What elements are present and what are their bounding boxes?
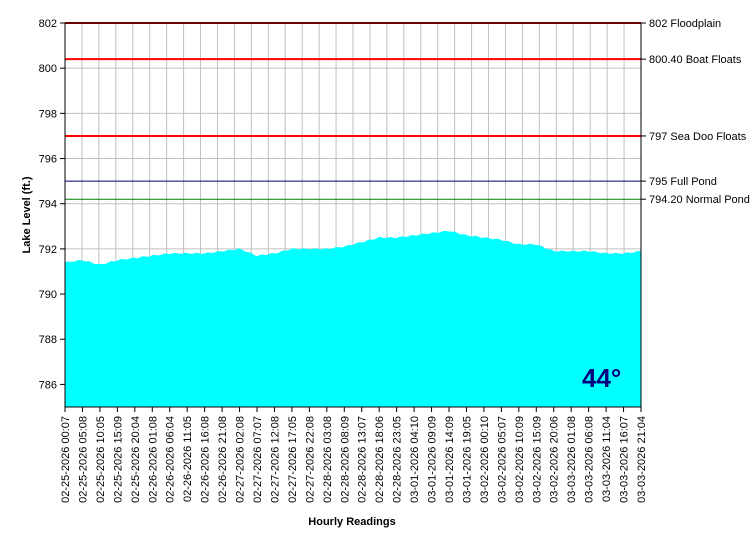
- plot-frame: [64, 22, 642, 408]
- x-tick-label: 02-28-2026 03:08: [322, 416, 334, 503]
- y-tick-label: 790: [39, 289, 57, 301]
- x-axis-ticks: 02-25-2026 00:07 02-25-2026 05:08 02-25-20…: [60, 407, 648, 503]
- y-axis-ticks: 786 788 790 792 794 796 798 800 802: [39, 18, 65, 391]
- lake-level-area: [65, 230, 641, 407]
- x-tick-label: 02-26-2026 01:08: [147, 416, 159, 503]
- x-tick-label: 03-02-2026 20:06: [549, 416, 561, 503]
- x-tick-label: 03-01-2026 09:09: [427, 416, 439, 503]
- x-tick-label: 02-25-2026 05:08: [77, 416, 89, 503]
- x-tick-label: 03-03-2026 16:07: [619, 416, 631, 503]
- x-tick-label: 02-25-2026 00:07: [60, 416, 72, 503]
- x-tick-label: 02-26-2026 16:08: [200, 416, 212, 503]
- x-tick-label: 02-25-2026 15:09: [112, 416, 124, 503]
- x-tick-label: 02-27-2026 02:08: [235, 416, 247, 503]
- y-tick-label: 800: [39, 63, 57, 75]
- reference-label: 794.20 Normal Pond: [649, 194, 750, 206]
- x-tick-label: 02-28-2026 23:05: [392, 416, 404, 503]
- y-tick-label: 792: [39, 244, 57, 256]
- x-tick-label: 02-26-2026 21:08: [217, 416, 229, 503]
- y-tick-label: 788: [39, 334, 57, 346]
- x-tick-label: 02-27-2026 22:08: [304, 416, 316, 503]
- x-tick-label: 02-27-2026 12:08: [269, 416, 281, 503]
- x-tick-label: 03-01-2026 19:05: [461, 416, 473, 503]
- reference-label: 800.40 Boat Floats: [649, 54, 742, 66]
- x-tick-label: 03-02-2026 10:09: [514, 416, 526, 503]
- temperature-readout: 44°: [582, 363, 621, 393]
- reference-label: 802 Floodplain: [649, 18, 721, 30]
- x-tick-label: 02-27-2026 07:07: [252, 416, 264, 503]
- x-tick-label: 02-26-2026 06:04: [165, 416, 177, 503]
- x-tick-label: 03-01-2026 04:10: [409, 416, 421, 503]
- x-tick-label: 03-02-2026 00:10: [479, 416, 491, 503]
- x-tick-label: 03-02-2026 05:07: [496, 416, 508, 503]
- x-tick-label: 02-26-2026 11:05: [182, 416, 194, 502]
- y-tick-label: 802: [39, 18, 57, 30]
- y-tick-label: 794: [39, 199, 57, 211]
- x-tick-label: 02-28-2026 13:07: [357, 416, 369, 503]
- y-tick-label: 786: [39, 379, 57, 391]
- reference-lines: 802 Floodplain 800.40 Boat Floats 797 Sea …: [65, 18, 750, 206]
- x-tick-label: 03-01-2026 14:09: [444, 416, 456, 503]
- y-tick-label: 796: [39, 154, 57, 166]
- x-tick-label: 02-25-2026 20:04: [130, 416, 142, 503]
- x-tick-label: 03-03-2026 11:04: [601, 416, 613, 502]
- y-axis-title: Lake Level (ft.): [21, 176, 33, 253]
- x-tick-label: 02-25-2026 10:05: [95, 416, 107, 503]
- x-tick-label: 03-03-2026 21:04: [636, 416, 648, 503]
- x-tick-label: 02-28-2026 08:09: [339, 416, 351, 503]
- x-tick-label: 03-03-2026 06:08: [584, 416, 596, 503]
- y-tick-label: 798: [39, 108, 57, 120]
- reference-label: 797 Sea Doo Floats: [649, 131, 747, 143]
- x-tick-label: 03-02-2026 15:09: [531, 416, 543, 503]
- x-tick-label: 02-27-2026 17:05: [287, 416, 299, 503]
- x-tick-label: 03-03-2026 01:08: [566, 416, 578, 503]
- x-axis-title: Hourly Readings: [308, 516, 395, 528]
- reference-label: 795 Full Pond: [649, 176, 717, 188]
- x-tick-label: 02-28-2026 18:06: [374, 416, 386, 503]
